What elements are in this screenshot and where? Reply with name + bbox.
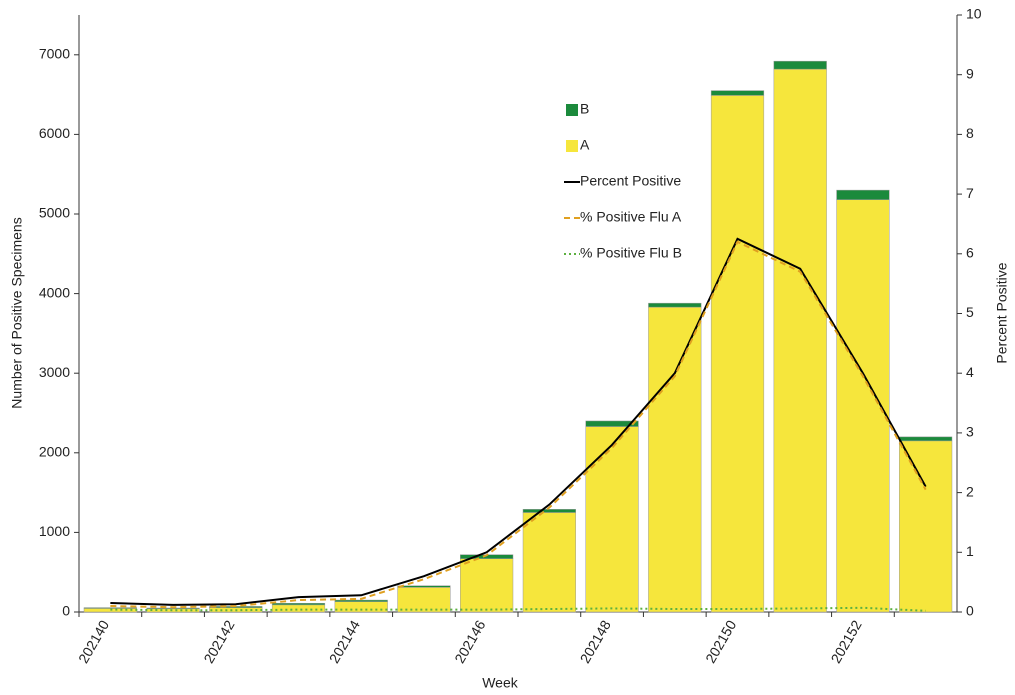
y2-axis-title: Percent Positive [994, 262, 1010, 363]
bar [899, 436, 953, 442]
x-tick-label: 202144 [326, 617, 363, 666]
bar [899, 440, 953, 613]
bar [83, 607, 137, 609]
bar [397, 587, 451, 613]
x-tick-label: 202142 [200, 617, 237, 666]
y-tick-label: 0 [62, 603, 70, 619]
x-tick-label: 202148 [577, 617, 614, 666]
bar [334, 599, 388, 602]
bar [271, 602, 326, 606]
x-tick-label: 202146 [451, 617, 488, 666]
y2-tick-label: 6 [966, 245, 974, 261]
y2-tick-label: 0 [966, 603, 974, 619]
y-axis-title: Number of Positive Specimens [9, 217, 25, 408]
legend-label: % Positive Flu A [580, 209, 682, 225]
x-axis-title: Week [482, 675, 519, 691]
bar [397, 585, 451, 588]
y2-tick-label: 5 [966, 304, 974, 320]
y-tick-label: 7000 [39, 46, 70, 62]
y2-tick-label: 4 [966, 364, 974, 380]
legend-swatch [566, 104, 578, 116]
y2-tick-label: 1 [966, 543, 974, 559]
bar [648, 306, 702, 613]
bar [773, 68, 827, 613]
y2-tick-label: 9 [966, 65, 974, 81]
y-tick-label: 5000 [39, 205, 70, 221]
bar [522, 512, 576, 613]
y-tick-label: 2000 [39, 444, 70, 460]
line [110, 237, 927, 606]
bar [271, 604, 326, 613]
line [110, 606, 926, 612]
y-tick-label: 4000 [39, 284, 70, 300]
legend-label: % Positive Flu B [580, 245, 682, 261]
y2-tick-label: 8 [966, 125, 974, 141]
bar [460, 558, 514, 613]
legend-label: Percent Positive [580, 173, 681, 189]
bar [773, 60, 827, 70]
line [110, 240, 927, 609]
y2-tick-label: 2 [966, 483, 974, 499]
bar [710, 90, 765, 96]
bar [585, 426, 639, 613]
x-tick-label: 202150 [702, 617, 739, 666]
bar [648, 302, 702, 308]
x-tick-label: 202140 [75, 617, 112, 666]
y-tick-label: 3000 [39, 364, 70, 380]
bar [522, 509, 576, 513]
bar [836, 189, 890, 200]
y2-tick-label: 7 [966, 185, 974, 201]
y2-tick-label: 10 [966, 6, 982, 22]
x-tick-label: 202152 [828, 617, 865, 666]
legend-label: A [580, 137, 590, 153]
legend-label: B [580, 101, 589, 117]
bar [585, 420, 639, 427]
y2-tick-label: 3 [966, 424, 974, 440]
legend-swatch [566, 140, 578, 152]
y-tick-label: 6000 [39, 125, 70, 141]
y-tick-label: 1000 [39, 523, 70, 539]
bar [710, 95, 765, 613]
